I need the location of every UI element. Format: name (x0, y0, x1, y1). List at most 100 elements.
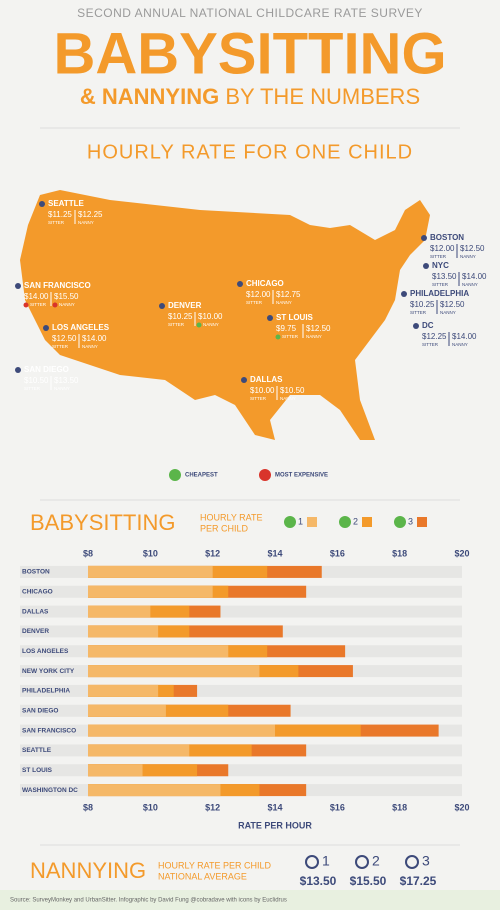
nanny-label: NANNY (59, 302, 75, 307)
nanny-rate: $12.50 (306, 324, 331, 333)
bar (88, 625, 159, 638)
main-title: BABYSITTING (53, 21, 446, 86)
city-name: DENVER (168, 301, 202, 310)
sitter-label: SITTER (410, 310, 427, 315)
nanny-rate: $13.50 (54, 376, 79, 385)
sitter-rate: $13.50 (432, 272, 457, 281)
y-tick-label: PHILADELPHIA (22, 688, 70, 695)
y-tick-label: SAN FRANCISCO (22, 727, 76, 734)
city-name: BOSTON (430, 233, 464, 242)
bar (88, 724, 275, 737)
sitter-highlight (275, 334, 281, 340)
x-tick-label: $20 (454, 802, 469, 812)
y-tick-label: LOS ANGELES (22, 648, 69, 655)
y-tick-label: SEATTLE (22, 747, 52, 754)
y-tick-label: NEW YORK CITY (22, 668, 75, 675)
nanny-rate: $12.50 (440, 300, 465, 309)
sitter-label: SITTER (48, 220, 65, 225)
legend-icon (169, 469, 181, 481)
x-tick-label: $8 (83, 548, 93, 558)
nanny-rate: $12.75 (276, 290, 301, 299)
city-marker (159, 303, 165, 309)
nanny-label: NANNY (306, 334, 322, 339)
bar (88, 645, 229, 658)
city-name: PHILADELPHIA (410, 289, 469, 298)
nanny-rate: $15.50 (54, 292, 79, 301)
children-count: 1 (322, 853, 330, 869)
chart-subtitle: PER CHILD (200, 523, 249, 533)
bar (88, 585, 213, 598)
sitter-rate: $12.50 (52, 334, 77, 343)
x-tick-label: $14 (267, 548, 282, 558)
sitter-rate: $11.25 (48, 210, 72, 219)
city-marker (43, 325, 49, 331)
city-marker (15, 283, 21, 289)
legend-label: CHEAPEST (185, 473, 218, 479)
sitter-rate: $10.25 (410, 300, 435, 309)
nanny-label: NANNY (460, 254, 476, 259)
nanny-rate: $12.25 (78, 210, 103, 219)
stroller-icon (305, 855, 319, 869)
bar (88, 764, 143, 777)
bar (88, 744, 190, 757)
row-band (20, 764, 462, 777)
nanny-rate: $12.50 (460, 244, 485, 253)
sitter-rate: $12.00 (430, 244, 455, 253)
nanny-label: NANNY (452, 342, 468, 347)
nanny-label: NANNY (462, 282, 478, 287)
sitter-rate: $12.25 (422, 332, 447, 341)
city-marker (237, 281, 243, 287)
city-name: SAN FRANCISCO (24, 281, 91, 290)
children-count: 3 (422, 853, 430, 869)
nannying-subtitle: HOURLY RATE PER CHILD (158, 860, 272, 870)
legend-label: MOST EXPENSIVE (275, 473, 328, 479)
nanny-highlight (52, 302, 58, 308)
legend-label: 1 (298, 516, 303, 526)
nanny-label: NANNY (203, 322, 219, 327)
nanny-rate: $10.00 (198, 312, 223, 321)
subtitle: & NANNYING BY THE NUMBERS (80, 84, 420, 109)
city-marker (39, 201, 45, 207)
sitter-highlight (23, 302, 29, 308)
sitter-label: SITTER (168, 322, 185, 327)
legend-icon (284, 516, 296, 528)
sitter-rate: $10.25 (168, 312, 193, 321)
x-tick-label: $10 (143, 802, 158, 812)
x-tick-label: $18 (392, 548, 407, 558)
city-name: DC (422, 321, 434, 330)
city-marker (267, 315, 273, 321)
children-count: 2 (372, 853, 380, 869)
city-name: LOS ANGELES (52, 323, 110, 332)
sitter-label: SITTER (432, 282, 449, 287)
city-name: SEATTLE (48, 199, 85, 208)
chart-subtitle: HOURLY RATE (200, 512, 263, 522)
nanny-average: $13.50 (300, 874, 337, 888)
us-map (20, 190, 430, 440)
bar (88, 605, 151, 618)
city-marker (423, 263, 429, 269)
x-tick-label: $18 (392, 802, 407, 812)
legend-label: 3 (408, 516, 413, 526)
legend-icon (394, 516, 406, 528)
sitter-rate: $9.75 (276, 324, 297, 333)
sitter-label: SITTER (30, 302, 47, 307)
sitter-label: SITTER (52, 344, 69, 349)
y-tick-label: BOSTON (22, 569, 50, 576)
city-marker (421, 235, 427, 241)
legend-icon (259, 469, 271, 481)
nanny-rate: $10.50 (280, 386, 305, 395)
sitter-label: SITTER (422, 342, 439, 347)
stroller-icon (405, 855, 419, 869)
legend-swatch (417, 517, 427, 527)
bar (88, 684, 159, 697)
bar (88, 565, 213, 578)
sitter-rate: $10.00 (250, 386, 275, 395)
city-name: CHICAGO (246, 279, 284, 288)
row-band (20, 684, 462, 697)
nanny-label: NANNY (440, 310, 456, 315)
sitter-label: SITTER (250, 396, 267, 401)
nanny-highlight (196, 322, 202, 328)
nanny-label: NANNY (276, 300, 292, 305)
y-tick-label: CHICAGO (22, 588, 53, 595)
